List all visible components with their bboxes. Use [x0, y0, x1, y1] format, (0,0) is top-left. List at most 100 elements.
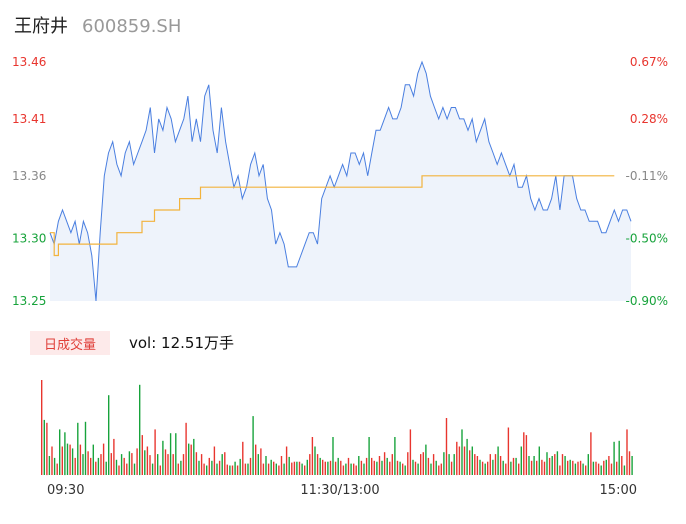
volume-bar — [538, 446, 540, 475]
volume-bar — [350, 463, 352, 475]
volume-bar — [425, 444, 427, 475]
volume-bar — [139, 384, 141, 476]
volume-bar — [329, 460, 332, 476]
stock-code: 600859.SH — [82, 16, 182, 37]
volume-bar — [136, 448, 138, 475]
volume-bar — [322, 459, 324, 475]
volume-bar — [590, 432, 592, 476]
volume-bar — [409, 429, 412, 475]
volume-bar — [394, 437, 396, 475]
volume-bar — [507, 427, 510, 475]
volume-bar — [386, 457, 388, 475]
volume-bar — [528, 456, 530, 475]
volume-bar — [502, 460, 504, 476]
x-tick-label: 09:30 — [47, 483, 84, 498]
volume-bar — [438, 465, 440, 475]
volume-bar — [332, 437, 334, 475]
volume-bar — [368, 437, 370, 475]
volume-bar — [236, 465, 239, 475]
volume-bar — [616, 461, 618, 475]
volume-bar — [280, 456, 283, 475]
volume-bar — [422, 452, 424, 475]
volume-period-badge[interactable]: 日成交量 — [30, 331, 110, 355]
volume-bar — [360, 460, 363, 476]
volume-bar — [100, 454, 102, 475]
volume-bar — [554, 454, 556, 475]
volume-bar — [435, 460, 437, 476]
x-tick-label: 11:30/13:00 — [300, 483, 379, 498]
volume-bar — [582, 463, 584, 475]
volume-bar — [61, 446, 63, 475]
volume-bar — [113, 438, 115, 475]
volume-bar — [108, 395, 110, 475]
y-tick-label-right: 0.28% — [630, 112, 668, 126]
volume-bar — [154, 429, 156, 475]
volume-bar — [391, 454, 393, 475]
volume-bar — [260, 448, 262, 475]
volume-bar — [180, 460, 182, 476]
volume-bar — [628, 451, 631, 476]
volume-bar — [115, 459, 118, 475]
volume-bar — [585, 465, 587, 475]
volume-bar — [402, 463, 404, 475]
volume-bar — [458, 446, 461, 475]
volume-bar — [46, 422, 48, 476]
volume-bar — [141, 435, 143, 475]
volume-bar — [430, 463, 432, 475]
volume-bar — [128, 451, 131, 476]
volume-bar — [420, 454, 422, 475]
volume-bar — [474, 454, 476, 475]
volume-bar — [396, 460, 399, 476]
volume-bar — [407, 452, 409, 475]
volume-bar — [378, 456, 381, 475]
volume-bar — [175, 433, 177, 475]
volume-bar — [190, 444, 192, 475]
volume-bar — [185, 422, 187, 476]
volume-bar — [327, 461, 329, 475]
volume-bar — [605, 459, 607, 475]
axis-labels-group: 13.46 13.41 13.36 13.30 13.25 0.67% 0.28% -0.11… — [12, 55, 668, 498]
volume-bar — [492, 459, 494, 475]
volume-bar — [453, 454, 455, 475]
volume-bar — [177, 463, 179, 475]
volume-bar — [298, 461, 301, 475]
volume-bar — [484, 463, 486, 475]
volume-bar — [234, 461, 236, 475]
y-tick-label-left: 13.36 — [12, 169, 46, 183]
volume-bar — [41, 380, 43, 475]
volume-bar — [347, 457, 350, 475]
volume-bar — [525, 435, 528, 475]
volume-bar — [169, 433, 172, 475]
volume-bar — [334, 461, 337, 475]
volume-bar — [623, 465, 626, 475]
volume-bar — [110, 453, 112, 475]
volume-bar — [523, 432, 525, 476]
volume-bar — [249, 457, 252, 475]
y-tick-label-right: -0.11% — [626, 169, 668, 183]
volume-bar — [229, 465, 231, 475]
volume-bar — [365, 457, 368, 475]
volume-bar — [631, 456, 633, 475]
volume-bar — [144, 450, 146, 475]
price-area-fill — [50, 62, 631, 301]
volume-bar — [149, 455, 151, 475]
volume-bar — [479, 459, 481, 475]
volume-bar — [146, 446, 149, 475]
volume-bar — [432, 454, 435, 475]
volume-bar — [193, 438, 195, 475]
volume-bar — [476, 456, 479, 475]
volume-bar — [316, 454, 319, 475]
volume-bar — [515, 457, 517, 475]
volume-bar — [600, 465, 602, 475]
volume-bar — [102, 443, 105, 475]
volume-bar — [443, 452, 445, 475]
volume-bar — [546, 452, 548, 475]
volume-bar — [216, 463, 218, 475]
volume-bar — [319, 457, 321, 475]
volume-bar — [164, 449, 167, 476]
volume-bars-group — [41, 380, 633, 476]
volume-bar — [363, 463, 365, 475]
volume-bar — [120, 454, 123, 475]
volume-bar — [461, 429, 463, 475]
